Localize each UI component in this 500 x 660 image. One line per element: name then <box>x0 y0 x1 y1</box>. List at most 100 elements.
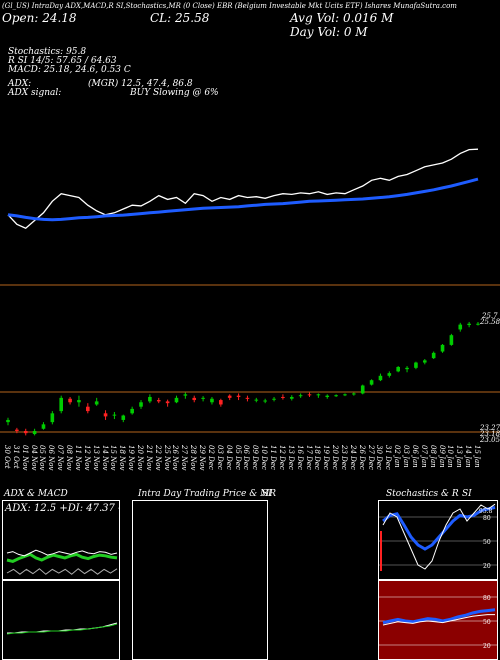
price-chart <box>0 148 500 436</box>
rsi-level-label: 50 <box>483 619 491 626</box>
date-label: 13 Dec <box>286 445 295 470</box>
date-label: 04 Nov <box>29 445 38 471</box>
adx-macd-title: ADX & MACD <box>4 489 68 499</box>
macd-plot <box>6 622 118 635</box>
candle-body <box>148 396 152 402</box>
candle-body <box>86 406 90 412</box>
candle-body <box>94 401 99 405</box>
candle-body <box>156 400 161 402</box>
date-label: 03 Dec <box>215 445 224 470</box>
stoch-level-label: 20 <box>483 563 491 570</box>
adx-readout: ADX: <box>8 79 32 89</box>
date-label: 13 Jan <box>455 445 464 468</box>
price-label-low-a: 23.27 <box>480 424 500 432</box>
date-label: 02 Dec <box>206 445 215 470</box>
date-label: 23 Dec <box>339 445 348 470</box>
candle-body <box>378 375 383 381</box>
candle-body <box>405 367 409 370</box>
date-label: 05 Nov <box>38 445 47 471</box>
stoch-level-label: 50 <box>483 539 491 546</box>
candle-body <box>414 362 418 368</box>
date-label: 18 Dec <box>313 445 322 470</box>
price-label-low-c: 23.05 <box>480 436 500 444</box>
date-label: 31 Dec <box>384 445 393 470</box>
candle-body <box>431 352 436 359</box>
date-label: 20 Nov <box>136 445 145 471</box>
date-label: 19 Dec <box>322 445 331 470</box>
candle-body <box>139 402 143 407</box>
candle-body <box>263 400 267 402</box>
adx-minus-di-line <box>6 549 118 557</box>
candle-body <box>476 323 480 325</box>
adx-panel: ADX: 12.5 +DI: 47.37 -DI: 36.84 <box>2 500 120 580</box>
date-label: 22 Nov <box>153 445 162 471</box>
date-label: 12 Nov <box>82 445 91 471</box>
date-label: 26 Dec <box>357 445 366 470</box>
date-label: 14 Nov <box>100 445 109 471</box>
macd-signal-line <box>6 623 118 635</box>
date-label: 08 Nov <box>65 445 74 471</box>
date-label: 28 Nov <box>189 445 198 471</box>
macd-readout: MACD: 25.18, 24.6, 0.53 C <box>8 65 131 75</box>
candle-body <box>343 394 347 396</box>
candle-body <box>130 408 134 414</box>
price-label-low-b: 23.18 <box>480 430 500 438</box>
candle-body <box>219 400 223 405</box>
stoch-d-line <box>382 505 496 551</box>
rsi-readout: R SI 14/5: 57.65 / 64.63 <box>8 56 117 66</box>
candle-body <box>6 419 10 423</box>
candle-body <box>360 385 365 394</box>
adx-values: ADX: 12.5 +DI: 47.37 -DI: 36.84 <box>5 503 119 514</box>
date-label: 11 Nov <box>73 445 82 471</box>
stoch-level-label: 80 <box>483 515 491 522</box>
stochastics-plot: 80 50 20 95.8 <box>379 503 497 571</box>
date-label: 25 Nov <box>162 445 171 471</box>
date-label: 06 Nov <box>47 445 56 471</box>
date-label: 24 Dec <box>348 445 357 470</box>
intraday-panel <box>132 500 268 660</box>
macd-panel <box>2 580 120 660</box>
mgr-readout: (MGR) 12.5, 47.4, 86.8 <box>88 79 193 89</box>
stochastics-readout: Stochastics: 95.8 <box>8 47 87 57</box>
candle-body <box>236 395 241 397</box>
chart-header: (Gl_US) IntraDay ADX,MACD,R SI,Stochasti… <box>2 2 457 10</box>
candle-body <box>77 400 81 403</box>
candle-body <box>183 394 188 396</box>
close-price: CL: 25.58 <box>150 11 210 25</box>
buy-signal: BUY Slowing @ 6% <box>130 88 219 98</box>
adx-line <box>6 568 118 575</box>
date-label: 21 Nov <box>144 445 153 471</box>
candle-body <box>396 366 400 372</box>
stochastics-panel: 80 50 20 95.8 <box>378 500 498 580</box>
adx-plus-di-line <box>6 552 118 563</box>
candle-body <box>32 430 37 435</box>
candle-body <box>440 344 445 352</box>
intraday-title: Intra Day Trading Price & MR <box>138 489 277 499</box>
date-label: 08 Jan <box>428 445 437 468</box>
price-label-high-a: 25.7 <box>482 312 498 320</box>
date-label: 10 Dec <box>260 445 269 470</box>
candle-body <box>59 397 64 412</box>
date-label: 07 Jan <box>419 445 428 468</box>
candle-body <box>422 360 427 363</box>
candle-body <box>369 380 374 385</box>
si-title-mid: SI <box>262 489 272 499</box>
date-label: 03 Jan <box>402 445 411 468</box>
date-label: 29 Nov <box>198 445 207 471</box>
rsi-level-label: 80 <box>483 595 491 602</box>
stoch-title: Stochastics & R <box>386 489 459 499</box>
candle-body <box>307 394 312 396</box>
date-label: 02 Jan <box>393 445 402 468</box>
date-label: 27 Nov <box>180 445 189 471</box>
stoch-k-line <box>382 503 496 570</box>
candle-body <box>68 398 72 403</box>
rsi-level-label: 20 <box>483 643 491 650</box>
candle-body <box>41 424 46 429</box>
price-label-high-b: 25.58 <box>480 318 500 326</box>
candle-body <box>227 395 232 398</box>
date-label: 13 Nov <box>91 445 100 471</box>
date-label: 11 Dec <box>269 445 278 470</box>
date-label: 10 Jan <box>446 445 455 468</box>
date-label: 06 Dec <box>242 445 251 470</box>
date-label: 01 Nov <box>20 445 29 471</box>
